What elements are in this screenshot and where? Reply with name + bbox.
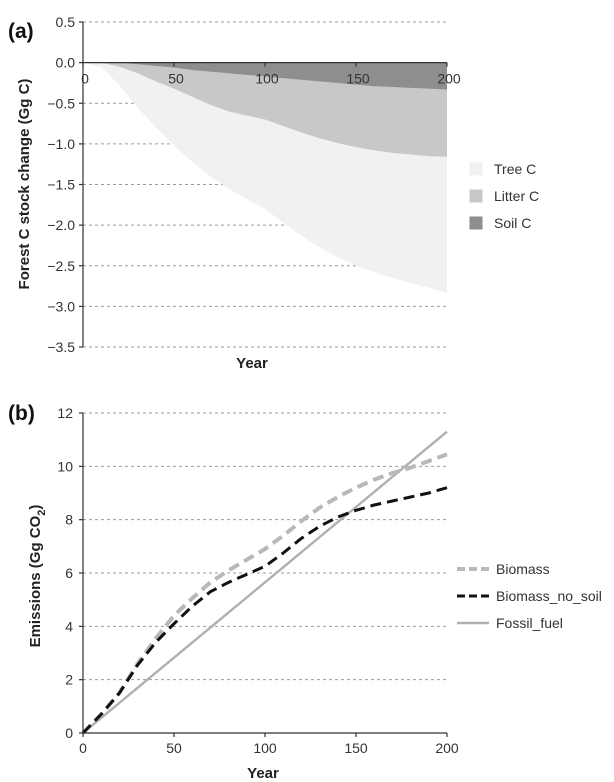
panel-b-x-tick-label: 50 (166, 740, 182, 756)
panel-b-x-tick-label: 150 (344, 740, 368, 756)
panel-a-y-tick-label: −1.0 (47, 136, 75, 152)
panel-b-lines (81, 430, 448, 735)
panel-a-area-litter-c (83, 62, 447, 157)
panel-b-line-biomass (81, 452, 448, 735)
panel-a-legend-swatch (469, 162, 483, 176)
panel-a-legend-swatch (469, 189, 483, 203)
panel-a-legend-label: Litter C (494, 188, 539, 204)
panel-b: 0 2 4 6 8 10 12 0 50 100 150 200 (b) Year Emissions… (8, 402, 602, 782)
panel-b-label: (b) (8, 402, 35, 425)
panel-a-y-axis-title: Forest C stock change (Gg C) (16, 79, 33, 290)
panel-b-x-tick-label: 0 (79, 740, 87, 756)
panel-b-y-tick-label: 0 (65, 725, 73, 741)
panel-a-y-tick-label: −0.5 (47, 95, 75, 111)
panel-b-x-tick-label: 200 (435, 740, 459, 756)
panel-b-x-axis-title: Year (247, 765, 279, 782)
panel-b-y-tick-label: 2 (65, 672, 73, 688)
panel-b-legend-label: Biomass (496, 561, 550, 577)
panel-b-y-tick-label: 8 (65, 512, 73, 528)
panel-b-tick-labels: 0 2 4 6 8 10 12 0 50 100 150 200 (57, 405, 458, 756)
panel-b-y-tick-label: 4 (65, 618, 73, 634)
panel-a-legend: Tree C Litter C Soil C (469, 161, 539, 231)
panel-b-y-tick-label: 12 (57, 405, 73, 421)
panel-b-legend: Biomass Biomass_no_soil Fossil_fuel (457, 561, 602, 631)
panel-a-y-tick-label: −1.5 (47, 177, 75, 193)
panel-a-legend-swatch (469, 216, 483, 230)
panel-b-y-axis-title-end: ) (27, 505, 44, 510)
panel-a-y-tick-label: 0.0 (56, 55, 76, 71)
panel-a-y-tick-label: −3.0 (47, 298, 75, 314)
panel-a-y-tick-label: −2.0 (47, 217, 75, 233)
panel-b-y-axis-title: Emissions (Gg CO2) (27, 505, 48, 648)
panel-b-gridlines (83, 412, 447, 681)
panel-b-legend-label: Biomass_no_soil (496, 588, 602, 604)
panel-b-legend-label: Fossil_fuel (496, 615, 563, 631)
panel-a-legend-label: Soil C (494, 215, 531, 231)
panel-a-y-tick-label: 0.5 (56, 14, 76, 30)
panel-b-y-axis-title-main: Emissions (Gg CO (27, 515, 44, 647)
panel-b-axes (79, 412, 448, 737)
panel-a-x-tick-label: 50 (168, 71, 184, 87)
panel-a-x-tick-label: 150 (346, 71, 370, 87)
panel-a-label: (a) (8, 20, 34, 43)
panel-a-y-tick-label: −2.5 (47, 258, 75, 274)
panel-a-areas (83, 62, 447, 294)
panel-a-area-soil-c (83, 62, 447, 90)
panel-a-legend-label: Tree C (494, 161, 536, 177)
panel-a-axes (79, 21, 448, 348)
panel-a-x-axis-title: Year (236, 355, 268, 372)
panel-b-x-tick-label: 100 (253, 740, 277, 756)
panel-a-y-tick-label: −3.5 (47, 339, 75, 355)
panel-a-x-tick-label: 100 (255, 71, 279, 87)
panel-b-line-biomass-no-soil (81, 486, 448, 735)
panel-b-y-tick-label: 10 (57, 458, 73, 474)
panel-b-y-tick-label: 6 (65, 565, 73, 581)
panel-a: 0.5 0.0 −0.5 −1.0 −1.5 −2.0 −2.5 −3.0 −3.5 0 50 100… (8, 14, 539, 372)
panel-b-y-axis-title-subscript: 2 (36, 510, 48, 516)
panel-a-tick-labels: 0.5 0.0 −0.5 −1.0 −1.5 −2.0 −2.5 −3.0 −3.5 0 50 100… (47, 14, 461, 355)
panel-a-x-tick-label: 200 (437, 71, 461, 87)
panel-b-line-fossil-fuel (82, 430, 448, 734)
panel-a-x-tick-label: 0 (81, 71, 89, 87)
